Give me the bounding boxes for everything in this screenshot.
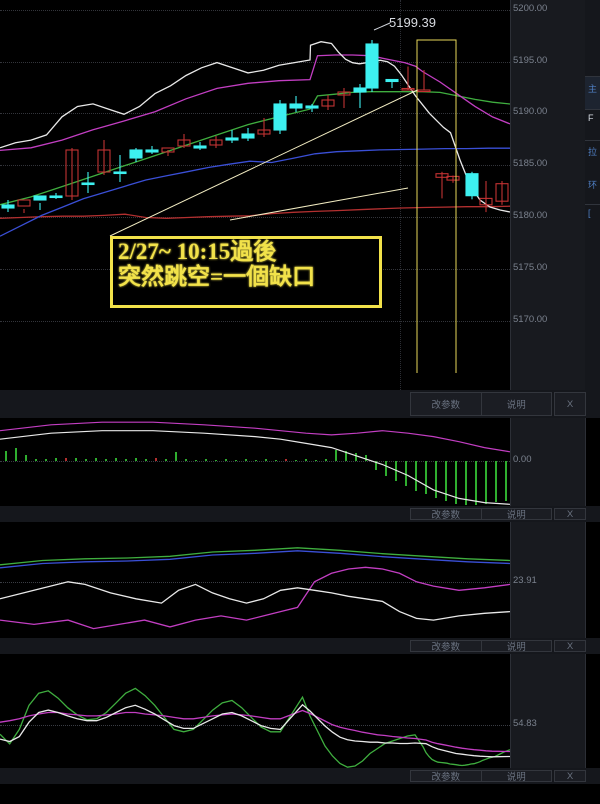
svg-text:5199.39: 5199.39 [389, 15, 436, 30]
